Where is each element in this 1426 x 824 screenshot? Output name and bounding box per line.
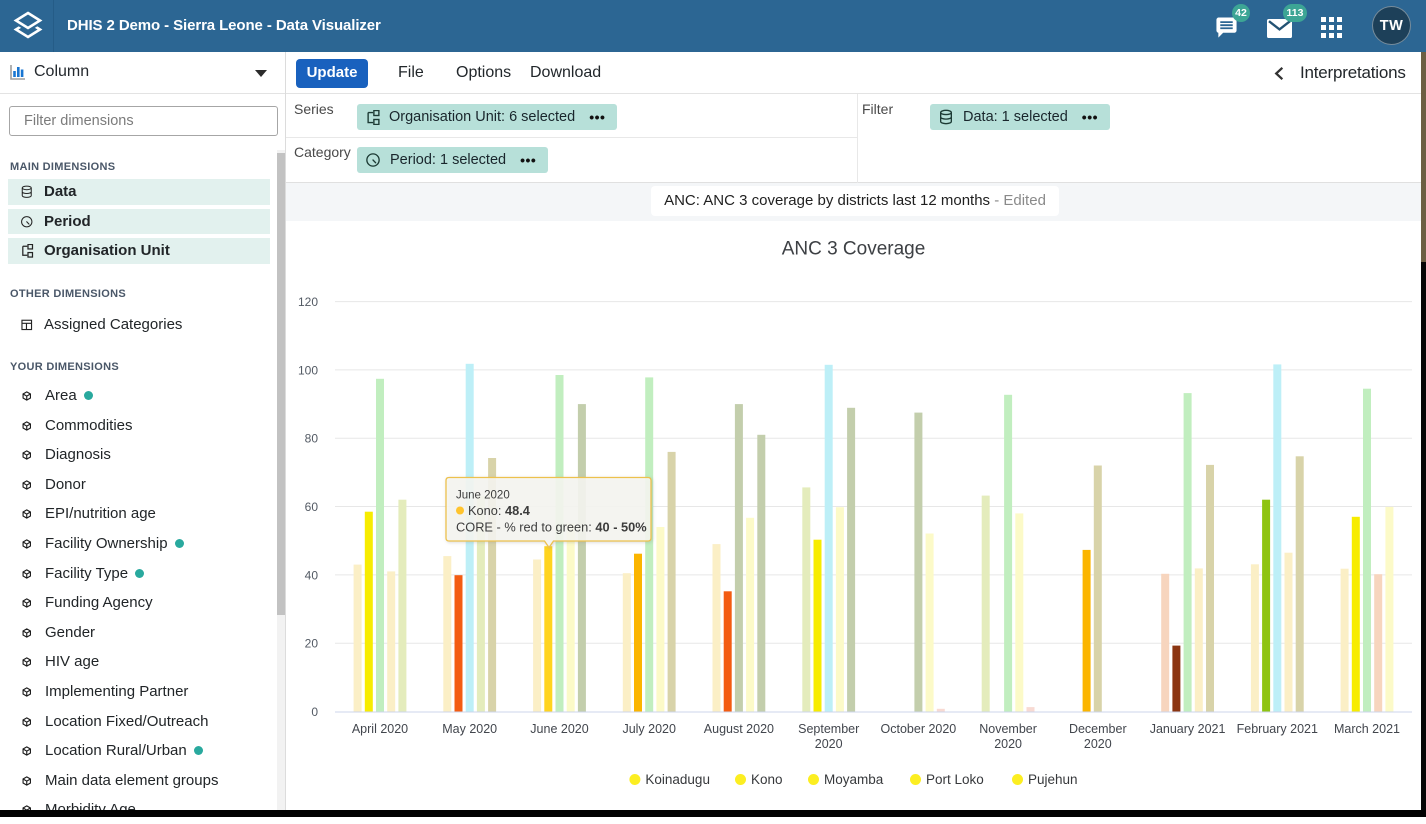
svg-text:April 2020: April 2020 — [352, 722, 408, 736]
svg-text:ANC 3 Coverage: ANC 3 Coverage — [782, 239, 926, 260]
svg-text:Kono: 48.4: Kono: 48.4 — [468, 503, 531, 518]
svg-text:July 2020: July 2020 — [622, 722, 676, 736]
svg-text:September: September — [798, 722, 859, 736]
svg-text:Koinadugu: Koinadugu — [645, 772, 710, 787]
svg-text:0: 0 — [311, 705, 318, 719]
svg-text:100: 100 — [298, 363, 318, 377]
svg-text:June 2020: June 2020 — [530, 722, 588, 736]
svg-text:November: November — [979, 722, 1037, 736]
svg-text:December: December — [1069, 722, 1127, 736]
svg-text:Kono: Kono — [751, 772, 783, 787]
svg-text:Moyamba: Moyamba — [824, 772, 884, 787]
svg-text:80: 80 — [305, 432, 319, 446]
svg-text:CORE - % red to green: 40 - 50: CORE - % red to green: 40 - 50% — [456, 520, 647, 535]
svg-text:August 2020: August 2020 — [704, 722, 774, 736]
svg-text:120: 120 — [298, 295, 318, 309]
svg-text:May 2020: May 2020 — [442, 722, 497, 736]
svg-text:2020: 2020 — [815, 737, 843, 751]
svg-text:60: 60 — [305, 500, 319, 514]
svg-text:February 2021: February 2021 — [1237, 722, 1318, 736]
svg-text:June 2020: June 2020 — [456, 490, 510, 502]
svg-text:October 2020: October 2020 — [881, 722, 957, 736]
svg-text:2020: 2020 — [1084, 737, 1112, 751]
svg-text:March 2021: March 2021 — [1334, 722, 1400, 736]
svg-text:Port Loko: Port Loko — [926, 772, 984, 787]
svg-text:40: 40 — [305, 568, 319, 582]
svg-text:20: 20 — [305, 637, 319, 651]
svg-text:Pujehun: Pujehun — [1028, 772, 1078, 787]
svg-text:2020: 2020 — [994, 737, 1022, 751]
svg-text:January 2021: January 2021 — [1150, 722, 1226, 736]
